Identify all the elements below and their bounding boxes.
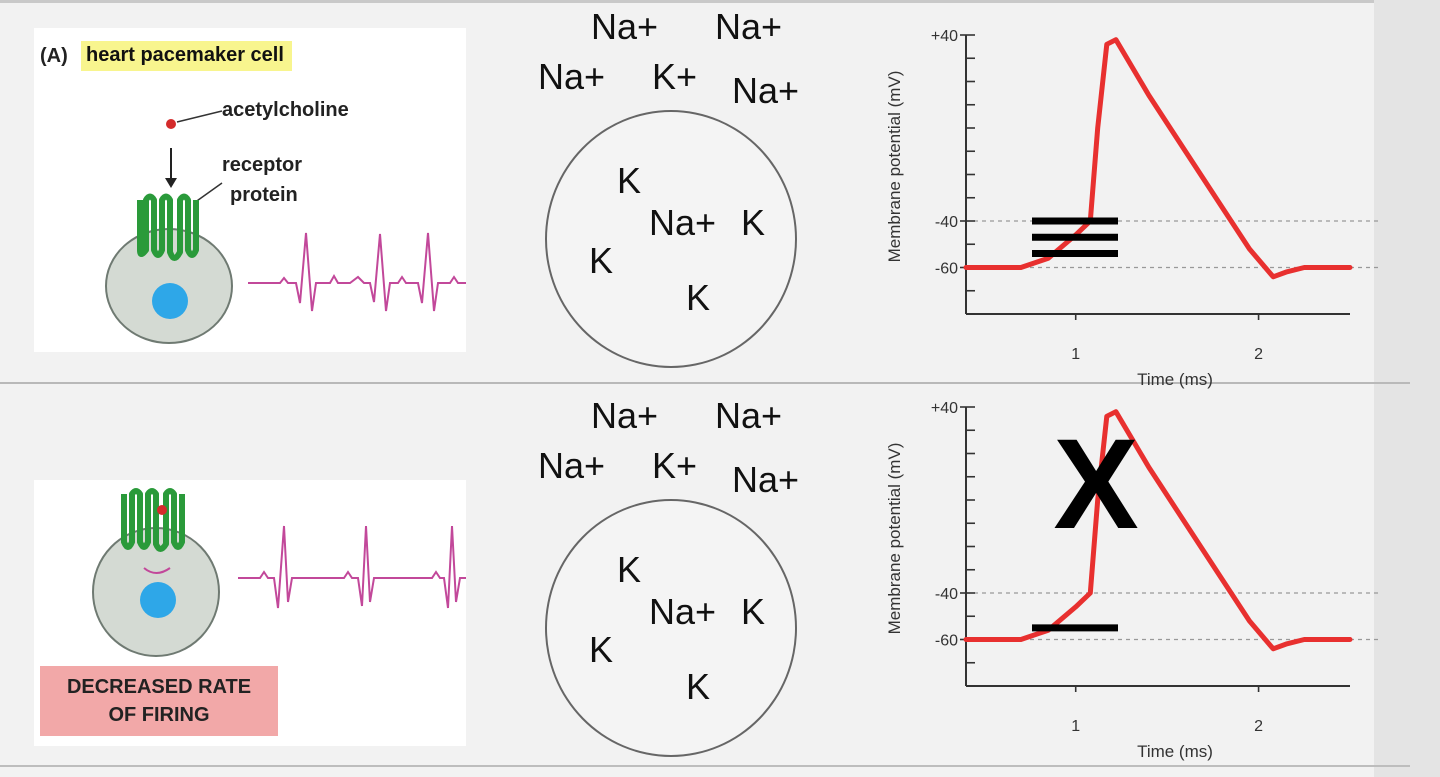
row-divider [0,382,1410,384]
ion-na-inside: Na+ [649,591,717,632]
ion-k-inside: K [741,591,766,632]
ion-k-inside: K [686,666,711,707]
y-axis-label: Membrane potential (mV) [885,71,904,263]
inhibited-cell-diagram [92,488,466,657]
status-line2: OF FIRING [108,704,210,726]
action-potential-trace [963,37,1353,280]
y-tick-label: -60 [935,633,958,650]
action-potential-trace [963,409,1353,652]
x-axis-label: Time (ms) [1137,742,1213,761]
ion-na-outside: Na+ [732,459,800,500]
x-axis-label: Time (ms) [1137,370,1213,389]
ion-k-inside: K [617,549,642,590]
y-tick-label: -60 [935,261,958,278]
action-potential-chart-bottom: +40 -40 -60 1 2 Time (ms) Membrane potential (… [885,400,1380,761]
ion-k-plus-outside: K+ [652,445,698,486]
ion-k-inside: K [741,202,766,243]
ecg-trace-icon [248,232,466,312]
bound-acetylcholine-icon [157,505,167,515]
cell-membrane-circle [545,499,797,757]
x-tick-label: 1 [1071,346,1080,363]
block-x-mark: X [1053,413,1138,556]
receptor-protein-icon [137,193,199,261]
y-tick-label: -40 [935,214,958,231]
ion-k-inside: K [589,240,614,281]
top-border [0,0,1374,3]
ion-k-inside: K [686,277,711,318]
status-line1: DECREASED RATE [66,676,252,698]
receptor-pointer-line [193,182,223,204]
y-axis-label: Membrane potential (mV) [885,443,904,635]
ion-k-inside: K [617,160,642,201]
cell-membrane-circle [545,110,797,368]
ion-na-outside: Na+ [715,6,783,47]
bottom-border [0,765,1410,767]
receptor-label-line1: receptor [222,154,303,176]
ion-na-outside: Na+ [715,395,783,436]
y-tick-label: +40 [931,400,958,417]
panel-a-illustration: (A) heart pacemaker cell acetylcholine r… [34,28,466,352]
ecg-trace-icon [238,525,466,609]
acetylcholine-label: acetylcholine [222,99,349,121]
acetylcholine-molecule-icon [166,119,176,129]
panel-a-label: (A) [40,45,68,67]
right-margin [1374,0,1440,777]
cell-nucleus [140,582,176,618]
pacemaker-cell-diagram [105,110,466,344]
y-tick-label: +40 [931,28,958,45]
receptor-label-line2: protein [230,184,298,206]
panel-a-title: heart pacemaker cell [81,41,292,71]
acetylcholine-pointer-line [176,110,223,123]
receptor-protein-icon [121,488,185,552]
ion-k-inside: K [589,629,614,670]
panel-b-illustration: DECREASED RATE OF FIRING [34,480,466,746]
x-tick-label: 2 [1254,346,1263,363]
ion-na-outside: Na+ [591,395,659,436]
decreased-rate-badge: DECREASED RATE OF FIRING [40,666,278,736]
ion-na-outside: Na+ [591,6,659,47]
action-potential-chart-top: +40 -40 -60 1 2 Time (ms) Membrane potential (… [885,28,1380,389]
signal-arc-icon [143,567,171,574]
ion-na-outside: Na+ [538,56,606,97]
x-tick-label: 1 [1071,718,1080,735]
cell-nucleus [152,283,188,319]
ion-na-outside: Na+ [538,445,606,486]
ion-k-plus-outside: K+ [652,56,698,97]
ion-na-inside: Na+ [649,202,717,243]
x-tick-label: 2 [1254,718,1263,735]
ion-na-outside: Na+ [732,70,800,111]
y-tick-label: -40 [935,586,958,603]
